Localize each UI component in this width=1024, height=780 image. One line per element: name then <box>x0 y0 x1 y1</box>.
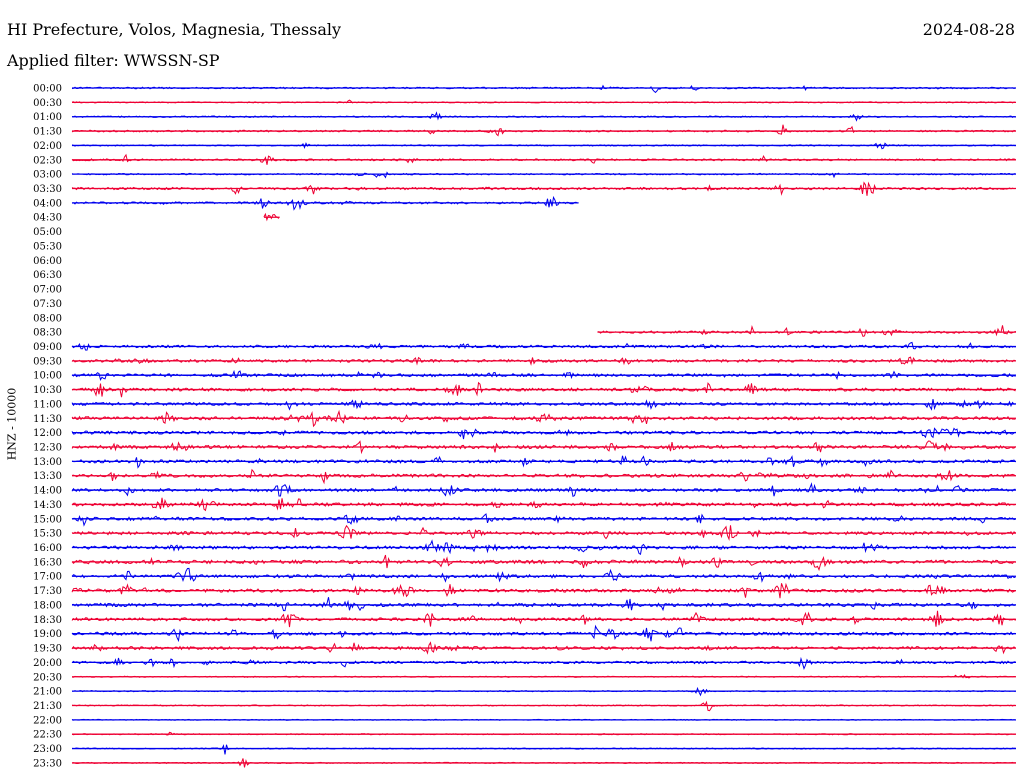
time-tick-label: 09:30 <box>33 356 62 367</box>
time-tick-label: 23:30 <box>33 758 62 769</box>
time-tick-label: 20:30 <box>33 672 62 683</box>
time-tick-label: 03:30 <box>33 184 62 195</box>
time-tick-label: 02:30 <box>33 155 62 166</box>
time-tick-label: 11:00 <box>33 399 62 410</box>
trace-0330 <box>71 181 1016 196</box>
time-tick-label: 15:00 <box>33 514 62 525</box>
time-tick-label: 00:00 <box>33 84 62 95</box>
trace-1730 <box>71 582 1016 599</box>
trace-1930 <box>71 641 1016 655</box>
time-tick-label: 18:30 <box>33 615 62 626</box>
time-tick-label: 16:00 <box>33 543 62 554</box>
time-tick-label: 01:30 <box>33 127 62 138</box>
time-tick-label: 17:00 <box>33 572 62 583</box>
trace-1200 <box>71 427 1016 440</box>
time-tick-label: 10:00 <box>33 371 62 382</box>
time-tick-label: 13:30 <box>33 471 62 482</box>
time-tick-label: 11:30 <box>33 414 62 425</box>
trace-2000 <box>71 656 1016 670</box>
trace-1500 <box>71 513 1016 527</box>
trace-1400 <box>71 482 1016 498</box>
time-tick-label: 03:00 <box>33 170 62 181</box>
trace-0300 <box>71 171 1016 179</box>
time-tick-label: 15:30 <box>33 529 62 540</box>
time-tick-label: 00:30 <box>33 98 62 109</box>
trace-1700 <box>71 567 1016 583</box>
time-tick-label: 06:30 <box>33 270 62 281</box>
time-tick-label: 05:30 <box>33 241 62 252</box>
time-tick-label: 16:30 <box>33 557 62 568</box>
time-tick-label: 08:30 <box>33 328 62 339</box>
time-tick-label: 21:30 <box>33 701 62 712</box>
time-tick-label: 17:30 <box>33 586 62 597</box>
time-tick-label: 22:30 <box>33 730 62 741</box>
trace-2130 <box>71 700 1016 712</box>
filter-label: Applied filter: <box>7 51 119 70</box>
time-tick-label: 10:30 <box>33 385 62 396</box>
time-tick-label: 04:30 <box>33 213 62 224</box>
time-tick-label: 07:00 <box>33 285 62 296</box>
date-label: 2024-08-28 <box>922 20 1015 39</box>
filter-value: WWSSN-SP <box>123 51 220 70</box>
trace-1800 <box>71 597 1016 612</box>
time-tick-label: 14:00 <box>33 486 62 497</box>
time-tick-label: 23:00 <box>33 744 62 755</box>
time-tick-label: 08:00 <box>33 313 62 324</box>
trace-0000 <box>71 84 1016 94</box>
time-tick-label: 13:00 <box>33 457 62 468</box>
time-tick-label: 02:00 <box>33 141 62 152</box>
trace-0130 <box>71 124 1016 137</box>
time-tick-label: 22:00 <box>33 715 62 726</box>
trace-2300 <box>71 744 1016 755</box>
time-tick-label: 01:00 <box>33 112 62 123</box>
time-tick-label: 19:00 <box>33 629 62 640</box>
station-title: HI Prefecture, Volos, Magnesia, Thessaly <box>7 20 342 39</box>
time-tick-label: 19:30 <box>33 644 62 655</box>
time-tick-label: 04:00 <box>33 198 62 209</box>
time-tick-label: 09:00 <box>33 342 62 353</box>
time-tick-label: 07:30 <box>33 299 62 310</box>
trace-1530 <box>71 524 1016 542</box>
time-tick-label: 20:00 <box>33 658 62 669</box>
time-tick-label: 14:30 <box>33 500 62 511</box>
filter-line: Applied filter: WWSSN-SP <box>7 51 220 70</box>
time-tick-label: 18:00 <box>33 600 62 611</box>
time-tick-label: 12:00 <box>33 428 62 439</box>
time-tick-label: 05:00 <box>33 227 62 238</box>
time-tick-label: 12:30 <box>33 443 62 454</box>
time-tick-label: 21:00 <box>33 687 62 698</box>
time-tick-label: 06:00 <box>33 256 62 267</box>
trace-0830 <box>597 324 1017 338</box>
